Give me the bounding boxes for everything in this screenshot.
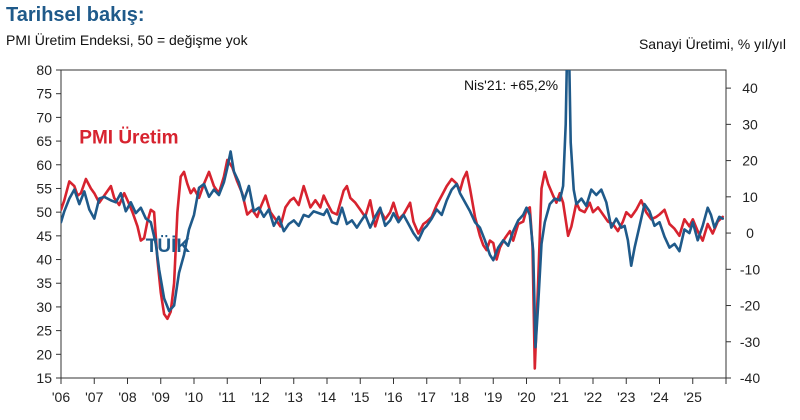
right-axis-tick-label: 0 [746, 225, 754, 241]
x-axis-tick-label: '16 [384, 389, 402, 405]
x-axis-tick-label: '08 [118, 389, 136, 405]
right-axis-tick-label: -30 [740, 334, 760, 350]
series-line-pmi [61, 158, 725, 370]
chart-title: Tarihsel bakış: [6, 4, 145, 26]
left-axis-tick-label: 60 [36, 157, 52, 173]
right-axis-tick-label: 40 [742, 80, 758, 96]
x-axis-tick-label: '17 [418, 389, 436, 405]
right-axis-tick-label: -40 [740, 370, 760, 386]
series-line-tuik [61, 70, 725, 349]
left-axis-tick-label: 50 [36, 204, 52, 220]
x-axis-tick-label: '22 [584, 389, 602, 405]
x-axis-tick-label: '23 [617, 389, 635, 405]
x-axis-tick-label: '13 [285, 389, 303, 405]
x-axis-tick-label: '24 [650, 389, 668, 405]
plot-frame [60, 69, 727, 379]
right-axis-tick-label: -10 [740, 261, 760, 277]
x-axis-tick-label: '09 [152, 389, 170, 405]
x-axis-tick-label: '21 [551, 389, 569, 405]
x-axis-tick-label: '10 [185, 389, 203, 405]
left-axis-tick-label: 15 [36, 370, 52, 386]
peak-annotation: Nis'21: +65,2% [464, 77, 558, 93]
x-axis-tick-label: '19 [484, 389, 502, 405]
left-axis-tick-label: 65 [36, 133, 52, 149]
left-axis-tick-label: 30 [36, 299, 52, 315]
series-label-tuik: TÜİK [146, 236, 191, 257]
left-axis-tick-label: 45 [36, 228, 52, 244]
x-axis-tick-label: '07 [85, 389, 103, 405]
x-axis-tick-label: '15 [351, 389, 369, 405]
right-axis-tick-label: 20 [742, 153, 758, 169]
right-axis-tick-label: 30 [742, 116, 758, 132]
right-axis-tick-label: -20 [740, 298, 760, 314]
left-axis-tick-label: 35 [36, 275, 52, 291]
left-axis-tick-label: 40 [36, 252, 52, 268]
x-axis-tick-label: '06 [52, 389, 70, 405]
left-axis-tick-label: 80 [36, 62, 52, 78]
x-axis-tick-label: '12 [251, 389, 269, 405]
left-axis-tick-label: 75 [36, 86, 52, 102]
left-axis-tick-label: 25 [36, 323, 52, 339]
x-axis-tick-label: '20 [517, 389, 535, 405]
chart-subtitle-left: PMI Üretim Endeksi, 50 = değişme yok [6, 32, 248, 48]
right-axis-tick-label: 10 [742, 189, 758, 205]
series-label-pmi: PMI Üretim [79, 127, 178, 148]
x-axis-tick-label: '11 [219, 389, 236, 405]
left-axis-tick-label: 55 [36, 180, 52, 196]
x-axis-tick-label: '18 [451, 389, 469, 405]
left-axis-tick-label: 70 [36, 109, 52, 125]
x-axis-tick-label: '14 [318, 389, 336, 405]
x-axis-tick-label: '25 [684, 389, 702, 405]
chart-subtitle-right: Sanayi Üretimi, % yıl/yıl [638, 36, 786, 52]
left-axis-tick-label: 20 [36, 346, 52, 362]
